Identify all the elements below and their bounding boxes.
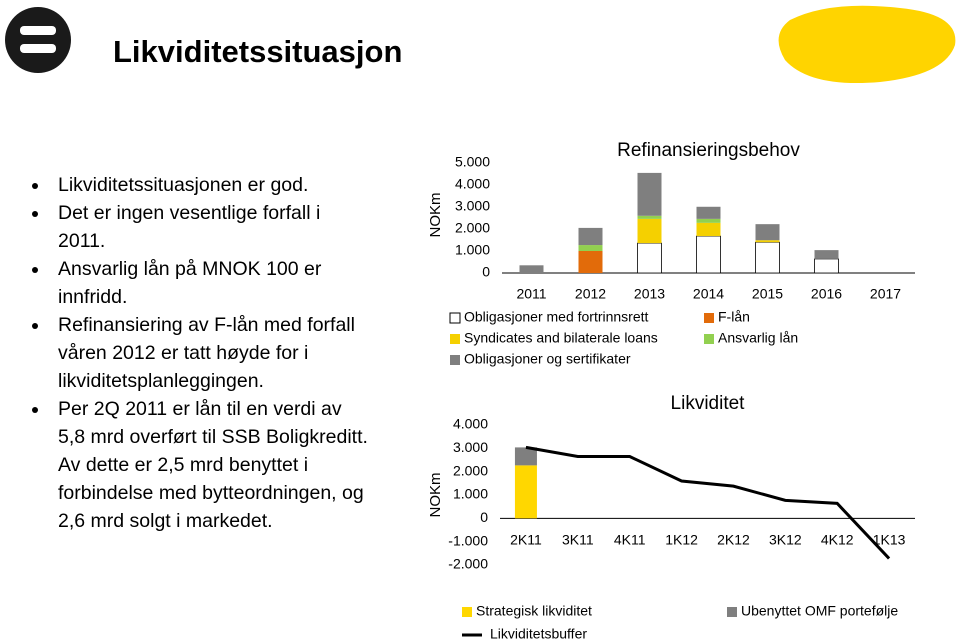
bar-segment <box>578 227 603 246</box>
bar-segment <box>637 215 662 219</box>
bar-segment <box>696 218 721 223</box>
y-tick-label: 0 <box>480 509 488 525</box>
x-tick-label: 4K11 <box>614 532 646 548</box>
line-series <box>525 445 891 560</box>
bar-segment <box>637 242 662 274</box>
bar-segment <box>578 251 603 273</box>
x-tick-label: 2015 <box>752 286 783 302</box>
legend-label: Ansvarlig lån <box>718 330 798 346</box>
bar-segment <box>514 465 537 519</box>
bar-segment <box>755 240 780 243</box>
legend-label: F-lån <box>718 309 750 325</box>
legend-swatch <box>450 334 460 344</box>
x-tick-label: 2016 <box>811 286 842 302</box>
x-tick-label: 2011 <box>516 286 546 302</box>
legend-label: Likviditetsbuffer <box>490 626 587 642</box>
slide-title: Likviditetssituasjon <box>113 34 403 69</box>
x-tick-label: 2K12 <box>717 532 750 548</box>
bullet: Ansvarlig lån på MNOK 100 er innfridd. <box>50 255 370 311</box>
bar-segment <box>814 250 839 259</box>
decor-blob <box>778 5 956 84</box>
bullet: Det er ingen vesentlige forfall i 2011. <box>50 199 370 255</box>
legend-swatch <box>727 607 737 617</box>
legend-label: Obligasjoner med fortrinnsrett <box>464 309 649 325</box>
x-tick-label: 2K11 <box>510 532 542 548</box>
y-axis-label: NOKm <box>427 193 444 238</box>
bar-segment <box>755 224 780 241</box>
logo <box>5 7 71 73</box>
bar-segment <box>696 235 721 274</box>
x-tick-label: 2013 <box>634 286 665 302</box>
y-tick-label: 4.000 <box>455 176 490 192</box>
x-tick-label: 1K12 <box>665 532 698 548</box>
y-tick-label: 1.000 <box>455 242 490 258</box>
legend-swatch <box>704 313 714 323</box>
bar-segment <box>755 241 780 274</box>
bullet: Per 2Q 2011 er lån til en verdi av 5,8 m… <box>50 395 370 535</box>
bar-segment <box>696 222 721 237</box>
y-tick-label: 2.000 <box>455 220 490 236</box>
x-tick-label: 1K13 <box>873 532 906 548</box>
bar-segment <box>519 265 544 273</box>
legend-swatch <box>462 607 472 617</box>
bar-segment <box>578 245 603 251</box>
bullet: Refinansiering av F-lån med forfall våre… <box>50 311 370 395</box>
bar-segment <box>514 447 537 466</box>
legend-swatch <box>704 334 714 344</box>
bar-segment <box>696 206 721 219</box>
bullet: Likviditetssituasjonen er god. <box>50 171 370 199</box>
y-tick-label: -2.000 <box>448 556 488 572</box>
logo-bar <box>20 44 56 53</box>
x-tick-label: 3K12 <box>769 532 802 548</box>
y-tick-label: -1.000 <box>448 532 488 548</box>
legend-swatch <box>450 355 460 365</box>
y-tick-label: 3.000 <box>455 198 490 214</box>
bullet-list: Likviditetssituasjonen er god.Det er ing… <box>30 171 370 535</box>
x-tick-label: 2012 <box>575 286 606 302</box>
y-tick-label: 5.000 <box>455 154 490 170</box>
legend-swatch <box>449 312 461 324</box>
y-tick-label: 0 <box>482 264 490 280</box>
chart-title: Refinansieringsbehov <box>617 140 800 161</box>
x-tick-label: 2017 <box>870 286 901 302</box>
x-tick-label: 4K12 <box>821 532 854 548</box>
y-tick-label: 3.000 <box>453 439 488 455</box>
y-tick-label: 4.000 <box>453 416 488 432</box>
legend-label: Obligasjoner og sertifikater <box>464 351 631 367</box>
legend-label: Ubenyttet OMF portefølje <box>741 603 898 619</box>
bar-segment <box>814 258 839 274</box>
legend-label: Strategisk likviditet <box>476 603 592 619</box>
logo-bar <box>20 26 56 35</box>
x-tick-label: 2014 <box>693 286 724 302</box>
bar-segment <box>637 172 662 216</box>
y-tick-label: 1.000 <box>453 486 488 502</box>
y-axis-label: NOKm <box>427 473 444 518</box>
y-tick-label: 2.000 <box>453 462 488 478</box>
chart-title: Likviditet <box>671 393 746 414</box>
x-tick-label: 3K11 <box>562 532 594 548</box>
bar-segment <box>637 218 662 244</box>
legend-label: Syndicates and bilaterale loans <box>464 330 658 346</box>
